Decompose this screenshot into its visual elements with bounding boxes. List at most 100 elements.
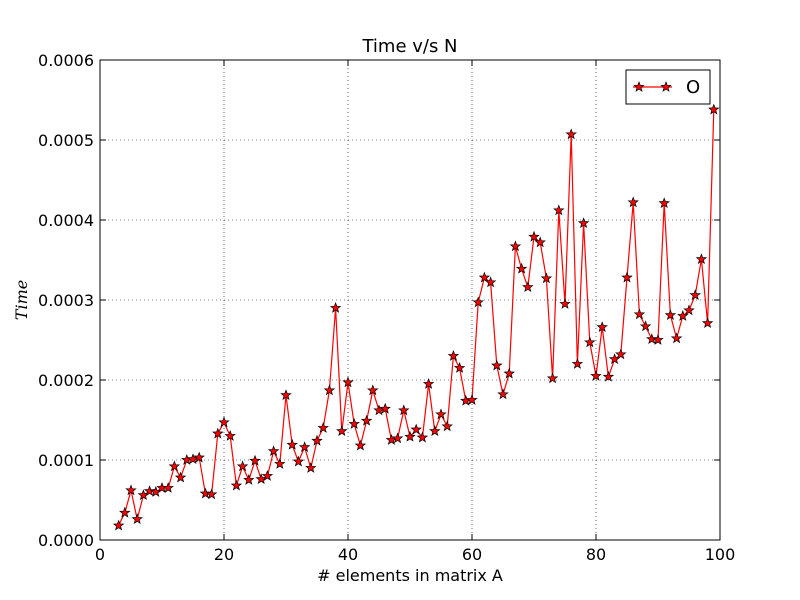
data-point-star	[267, 445, 280, 457]
data-point-star	[540, 272, 553, 284]
data-point-star	[503, 367, 515, 379]
y-tick-label: 0.0002	[38, 371, 94, 390]
data-point-star	[590, 369, 602, 381]
data-point-star	[168, 460, 181, 472]
data-point-star	[509, 240, 522, 252]
data-point-star	[131, 513, 143, 525]
x-tick-label: 40	[338, 545, 358, 564]
data-point-star	[584, 336, 596, 348]
series-layer	[112, 103, 720, 531]
data-point-star	[379, 402, 391, 414]
data-point-star	[224, 429, 236, 441]
data-point-star	[212, 427, 224, 439]
y-tick-label: 0.0005	[38, 131, 94, 150]
data-point-star	[199, 487, 212, 499]
data-point-star	[398, 404, 410, 416]
data-point-star	[236, 460, 249, 472]
data-point-star	[472, 296, 484, 308]
data-point-star	[478, 271, 491, 283]
data-point-star	[565, 128, 577, 140]
legend-marker-star	[660, 80, 672, 92]
data-point-star	[286, 438, 298, 450]
data-point-star	[571, 357, 584, 369]
data-point-star	[689, 289, 701, 301]
x-tick-label: 100	[705, 545, 736, 564]
data-point-star	[249, 454, 261, 466]
data-point-star	[298, 441, 311, 453]
data-point-star	[522, 281, 534, 293]
data-point-star	[701, 317, 714, 329]
data-point-star	[367, 384, 379, 396]
y-tick-labels: 0.0000 0.0001 0.0002 0.0003 0.0004 0.0005 0.00…	[38, 51, 94, 550]
data-point-star	[484, 276, 497, 288]
data-point-star	[243, 473, 255, 485]
axis-ticks	[99, 59, 721, 541]
x-tick-labels: 0 20 40 60 80 100	[95, 545, 735, 564]
data-point-star	[664, 309, 677, 321]
y-tick-label: 0.0003	[38, 291, 94, 310]
data-point-star	[633, 308, 646, 320]
data-point-star	[410, 423, 422, 435]
data-point-star	[577, 217, 590, 229]
data-point-star	[119, 506, 131, 518]
x-tick-label: 0	[95, 545, 105, 564]
x-tick-label: 60	[462, 545, 482, 564]
data-point-star	[621, 271, 633, 283]
data-point-star	[292, 455, 305, 467]
data-point-star	[416, 431, 429, 443]
data-point-star	[497, 388, 509, 400]
data-point-star	[695, 253, 708, 265]
data-point-star	[261, 469, 274, 481]
data-point-star	[112, 519, 125, 531]
data-point-star	[515, 262, 528, 274]
data-point-star	[391, 432, 404, 444]
x-axis-label: # elements in matrix A	[317, 566, 503, 585]
chart-title: Time v/s N	[361, 36, 457, 57]
data-point-star	[305, 461, 317, 473]
x-tick-label: 20	[214, 545, 234, 564]
data-point-star	[274, 457, 286, 469]
data-point-star	[317, 421, 329, 433]
data-point-star	[683, 304, 695, 316]
data-point-star	[559, 297, 571, 309]
data-point-star	[658, 197, 670, 209]
data-point-star	[491, 359, 503, 371]
data-point-star	[143, 485, 156, 497]
legend-marker-star	[633, 80, 645, 92]
data-point-star	[639, 320, 652, 332]
grid-lines	[100, 60, 720, 540]
legend-markers	[633, 80, 672, 92]
data-point-star	[162, 481, 174, 493]
data-point-star	[311, 434, 323, 446]
y-axis-label: Time	[12, 280, 31, 320]
data-point-star	[447, 349, 460, 361]
legend-label: O	[686, 77, 700, 98]
data-point-star	[336, 425, 348, 437]
data-point-star	[280, 389, 292, 401]
data-point-star	[670, 332, 683, 344]
data-point-star	[534, 236, 546, 248]
data-point-star	[193, 451, 205, 463]
y-tick-label: 0.0004	[38, 211, 94, 230]
data-point-star	[596, 321, 608, 333]
data-point-star	[329, 301, 342, 313]
data-point-star	[230, 479, 243, 491]
data-point-star	[360, 414, 373, 426]
series-line	[118, 109, 715, 526]
data-point-star	[546, 372, 559, 384]
data-point-star	[602, 370, 615, 382]
data-point-star	[348, 417, 360, 429]
legend: O	[625, 69, 711, 105]
data-point-star	[342, 376, 354, 388]
data-point-star	[435, 408, 447, 420]
x-tick-label: 80	[586, 545, 606, 564]
data-point-star	[466, 393, 478, 405]
data-point-star	[627, 196, 639, 208]
data-point-star	[323, 384, 336, 396]
data-point-star	[354, 439, 367, 451]
data-point-star	[615, 348, 627, 360]
data-point-star	[422, 377, 435, 389]
data-point-star	[404, 430, 416, 442]
data-point-star	[218, 416, 230, 428]
